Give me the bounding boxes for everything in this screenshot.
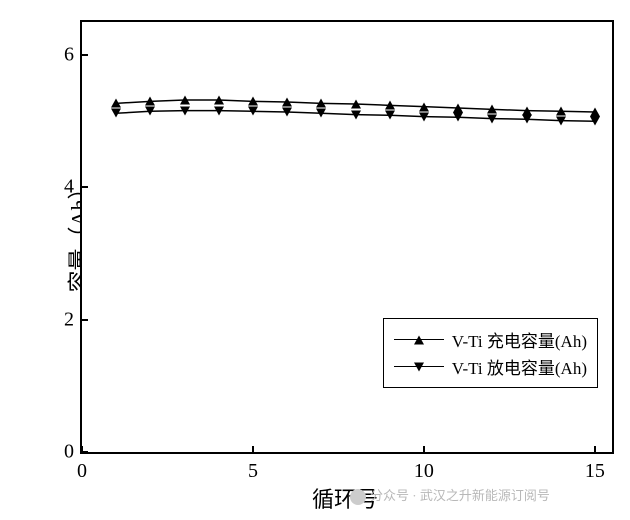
data-marker	[111, 99, 121, 108]
x-tick-mark	[252, 446, 254, 454]
data-marker	[316, 109, 326, 118]
data-marker	[214, 106, 224, 115]
y-tick-mark	[80, 54, 88, 56]
data-marker	[385, 111, 395, 120]
plot-area: V-Ti 充电容量(Ah) V-Ti 放电容量(Ah) 0246051015	[80, 20, 614, 454]
triangle-down-icon	[414, 362, 424, 371]
data-marker	[180, 96, 190, 105]
data-marker	[180, 106, 190, 115]
x-tick-label: 15	[585, 452, 605, 483]
data-marker	[590, 107, 600, 116]
legend-item-discharge: V-Ti 放电容量(Ah)	[394, 354, 587, 379]
y-tick-mark	[80, 319, 88, 321]
legend: V-Ti 充电容量(Ah) V-Ti 放电容量(Ah)	[383, 318, 598, 388]
data-marker	[316, 99, 326, 108]
data-marker	[385, 101, 395, 110]
data-marker	[453, 113, 463, 122]
watermark-icon	[350, 489, 366, 505]
x-tick-mark	[423, 446, 425, 454]
x-tick-label: 5	[248, 452, 258, 483]
data-marker	[214, 96, 224, 105]
data-marker	[419, 102, 429, 111]
x-tick-mark	[81, 446, 83, 454]
data-marker	[351, 100, 361, 109]
data-marker	[487, 105, 497, 114]
watermark-text: 分众号 · 武汉之升新能源订阅号	[370, 488, 550, 503]
legend-label-charge: V-Ti 充电容量(Ah)	[452, 327, 587, 352]
y-tick-mark	[80, 186, 88, 188]
data-marker	[522, 115, 532, 124]
data-marker	[248, 97, 258, 106]
data-marker	[145, 107, 155, 116]
watermark: 分众号 · 武汉之升新能源订阅号	[350, 485, 550, 505]
data-marker	[419, 112, 429, 121]
data-marker	[111, 109, 121, 118]
data-marker	[556, 107, 566, 116]
chart-container: 容量（Ah） 循环号 分众号 · 武汉之升新能源订阅号 V-Ti 充电容量(Ah…	[0, 0, 630, 520]
data-marker	[351, 110, 361, 119]
legend-line-charge	[394, 339, 444, 341]
data-marker	[282, 107, 292, 116]
data-marker	[590, 117, 600, 126]
triangle-up-icon	[414, 335, 424, 344]
data-marker	[556, 116, 566, 125]
legend-label-discharge: V-Ti 放电容量(Ah)	[452, 354, 587, 379]
x-tick-mark	[594, 446, 596, 454]
data-marker	[248, 107, 258, 116]
x-tick-label: 0	[77, 452, 87, 483]
legend-item-charge: V-Ti 充电容量(Ah)	[394, 327, 587, 352]
data-marker	[487, 114, 497, 123]
data-marker	[282, 98, 292, 107]
data-marker	[453, 104, 463, 113]
data-marker	[145, 97, 155, 106]
legend-line-discharge	[394, 366, 444, 368]
x-tick-label: 10	[414, 452, 434, 483]
